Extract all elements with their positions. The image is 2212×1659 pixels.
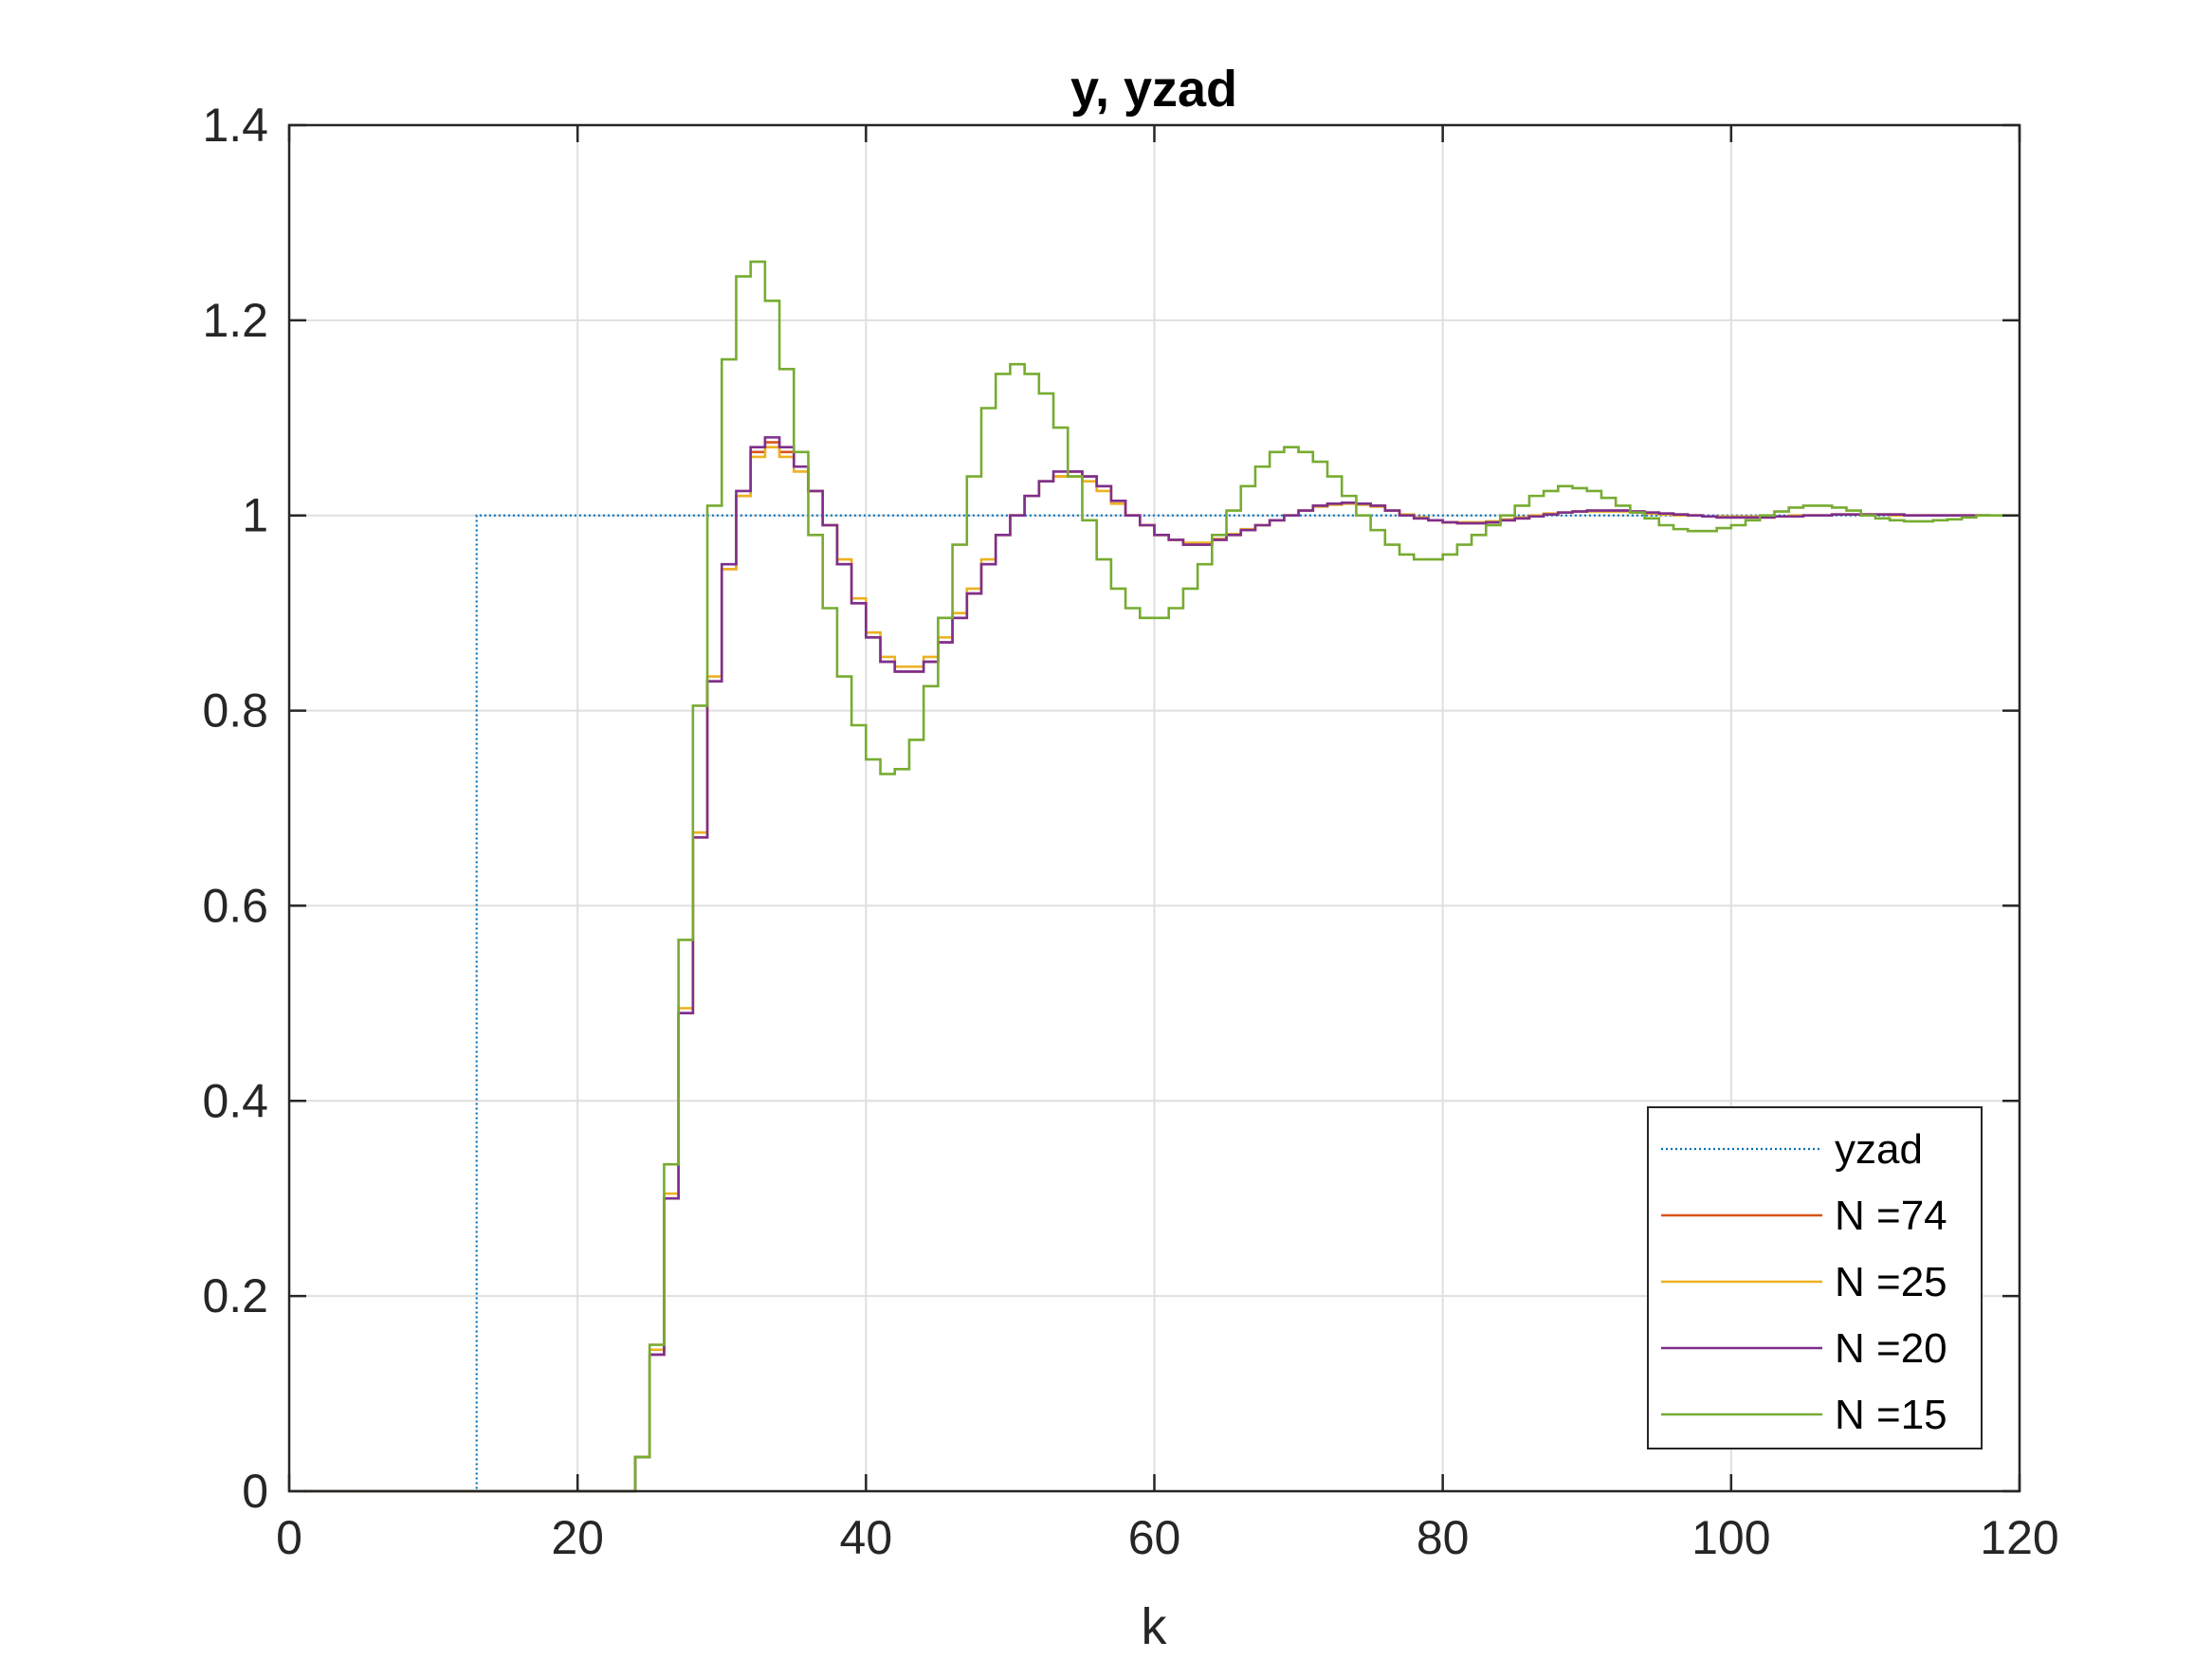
y-tick-label: 0.8: [202, 684, 268, 738]
x-tick-label: 120: [1980, 1511, 2058, 1564]
x-tick-label: 20: [551, 1511, 604, 1564]
legend-label: yzad: [1835, 1126, 1923, 1173]
x-tick-label: 100: [1691, 1511, 1770, 1564]
series-layer: [303, 260, 2020, 1493]
x-tick-label: 40: [840, 1511, 893, 1564]
tick-labels: 0 20 40 60 80 100 120 0 0.2 0.4 0.6 0.8 1 1.2 1.4: [202, 99, 2058, 1564]
y-tick-label: 0.6: [202, 879, 268, 932]
legend-label: N =15: [1835, 1392, 1947, 1438]
y-tick-label: 0.4: [202, 1074, 268, 1127]
y-tick-label: 1.2: [202, 294, 268, 347]
legend-items: yzad N =74 N =25 N =20 N =15: [1661, 1126, 1947, 1438]
legend-label: N =25: [1835, 1259, 1947, 1305]
ticks: [287, 123, 2021, 1493]
x-tick-label: 80: [1417, 1511, 1470, 1564]
x-tick-label: 60: [1128, 1511, 1181, 1564]
legend-box: [1647, 1106, 1983, 1449]
y-tick-label: 0: [242, 1465, 268, 1518]
x-tick-label: 0: [276, 1511, 302, 1564]
chart-title: y, yzad: [1070, 61, 1237, 118]
x-axis-label: k: [1142, 1598, 1168, 1655]
y-tick-label: 0.2: [202, 1269, 268, 1322]
legend-label: N =74: [1835, 1193, 1947, 1239]
y-tick-label: 1.4: [202, 99, 268, 152]
series-line-4: [303, 260, 2020, 1493]
grid: [289, 125, 2020, 1491]
y-tick-label: 1: [242, 489, 268, 542]
legend: yzad N =74 N =25 N =20 N =15: [1647, 1106, 1983, 1449]
legend-label: N =20: [1835, 1325, 1947, 1372]
